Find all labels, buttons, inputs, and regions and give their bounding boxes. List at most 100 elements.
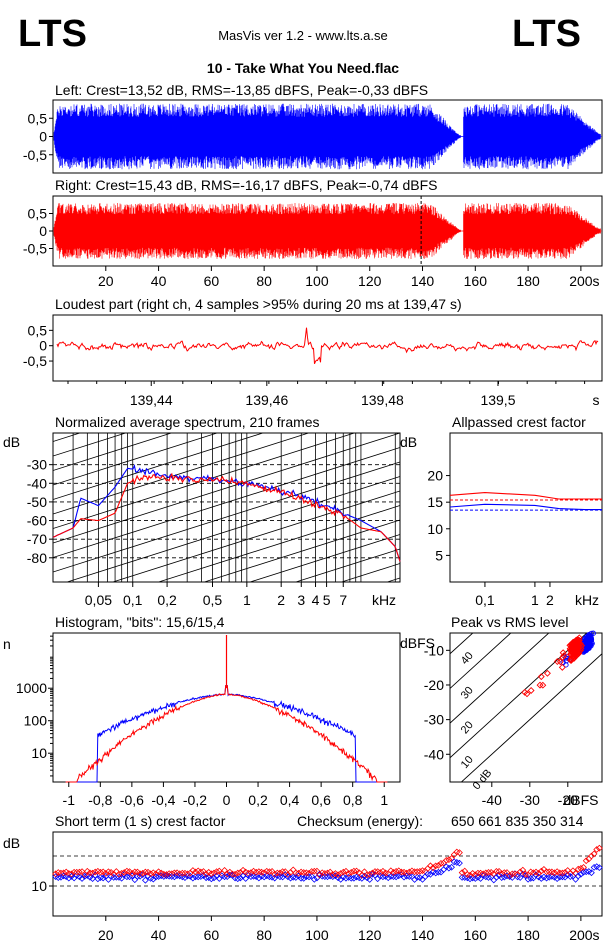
short-term-crest-point-left	[524, 875, 532, 883]
short-term-crest-point-right	[408, 867, 416, 875]
short-term-crest-point-left	[495, 872, 503, 879]
short-term-crest-point-left	[574, 872, 582, 880]
short-term-crest-point-right	[192, 868, 199, 876]
allpassed-crest-plot: 5 10 15 20 0,1 1 2 kHz	[427, 468, 602, 608]
short-term-crest-chart: Short term (1 s) crest factor Checksum (…	[3, 813, 603, 943]
short-term-crest-point-right	[577, 864, 585, 872]
peak-vs-rms-point-left	[590, 630, 596, 636]
short-term-crest-point-right	[120, 869, 128, 876]
short-term-crest-point-left	[260, 873, 268, 881]
short-term-crest-point-right	[316, 871, 323, 879]
short-term-crest-point-left	[252, 873, 260, 881]
short-term-crest-point-right	[390, 869, 397, 876]
short-term-crest-point-right	[60, 869, 67, 877]
left-waveform-plot: 0,5 0 -0,5	[23, 103, 602, 170]
short-term-crest-point-left	[537, 875, 545, 882]
histogram-chart: Histogram, "bits": 15,6/15,4 n 100010010…	[3, 614, 401, 808]
short-term-crest-xtick-label: 180	[516, 927, 540, 943]
peak-vs-rms-point-right	[558, 663, 566, 671]
allpassed-ytick-label: 10	[427, 521, 443, 537]
short-term-crest-point-right	[184, 870, 192, 878]
short-term-crest-point-left	[577, 870, 585, 878]
short-term-crest-point-left	[345, 873, 353, 881]
short-term-crest-point-right	[271, 870, 279, 878]
peak-vs-rms-ytick-label: -30	[424, 712, 444, 728]
spectrum-x-unit: kHz	[372, 592, 396, 608]
right-waveform-plot: 0,50 -0,5 20 40 60 80 100 120 140 160 180 200 s	[23, 196, 602, 289]
short-term-crest-point-right	[588, 852, 595, 860]
short-term-crest-point-left	[508, 874, 516, 881]
histogram-xtick-label: 0,2	[248, 792, 268, 808]
short-term-crest-point-left	[237, 874, 244, 882]
short-term-crest-point-left	[207, 875, 215, 883]
short-term-crest-point-right	[580, 863, 587, 871]
short-term-crest-point-right	[506, 872, 514, 880]
histogram-xtick-label: 0,8	[343, 792, 363, 808]
short-term-crest-xtick-label: 160	[464, 927, 488, 943]
peak-vs-rms-point-right	[553, 658, 561, 665]
short-term-crest-point-right	[200, 868, 207, 875]
waveform-xtick-label: 20	[98, 273, 114, 289]
short-term-crest-point-left	[310, 875, 318, 883]
allpassed-ytick-label: 20	[427, 468, 443, 484]
short-term-crest-point-right	[94, 867, 102, 875]
short-term-crest-point-left	[205, 874, 213, 881]
short-term-crest-point-left	[593, 863, 601, 871]
short-term-crest-point-left	[400, 873, 408, 881]
allpassed-xtick-label: 1	[531, 592, 539, 608]
short-term-crest-point-right	[102, 869, 110, 877]
allpassed-x-unit: kHz	[575, 592, 599, 608]
spectrum-slope-line	[53, 433, 310, 515]
short-term-crest-point-left	[350, 874, 358, 882]
short-term-crest-plot: 10 20 40 60 80 100 120 140 160 180 200 s	[31, 844, 603, 943]
spectrum-slope-lines	[53, 433, 400, 582]
spectrum-xtick-label: 0,1	[123, 592, 143, 608]
peak-vs-rms-point-right	[537, 673, 545, 681]
short-term-crest-point-left	[595, 864, 603, 872]
short-term-crest-point-left	[255, 874, 263, 882]
spectrum-slope-line	[53, 433, 400, 544]
left-waveform-chart: Left: Crest=13,52 dB, RMS=-13,85 dBFS, P…	[23, 82, 603, 174]
short-term-crest-point-right	[548, 868, 556, 876]
app-title: MasVis ver 1.2 - www.lts.a.se	[218, 28, 388, 43]
short-term-crest-point-right	[115, 870, 123, 878]
peak-vs-rms-crest-line	[450, 633, 550, 724]
spectrum-slope-line	[248, 534, 400, 582]
histogram-series-right	[65, 685, 388, 783]
short-term-crest-point-right	[194, 867, 202, 875]
short-term-crest-point-left	[337, 875, 345, 883]
short-term-crest-point-left	[99, 874, 107, 882]
spectrum-ytick-label: -40	[27, 475, 47, 491]
waveform-xtick-label: 140	[411, 273, 435, 289]
short-term-crest-point-right	[582, 857, 590, 865]
short-term-crest-point-left	[287, 874, 294, 882]
peak-vs-rms-crest-line	[450, 633, 588, 759]
spectrum-ytick-label: -30	[27, 457, 47, 473]
spectrum-ylabel: dB	[3, 434, 20, 450]
short-term-crest-point-right	[332, 870, 339, 877]
short-term-crest-point-right	[487, 868, 495, 876]
peak-vs-rms-xlabel: dBFS	[563, 792, 598, 808]
waveform-x-unit: s	[593, 273, 600, 289]
spectrum-xtick-label: 2	[277, 592, 285, 608]
short-term-crest-point-left	[332, 872, 339, 880]
short-term-crest-point-right	[405, 868, 413, 876]
spectrum-plot: -30 -40 -50 -60 -70 -80 0,05 0,1 0,2 0,5 1 2 3 4 5 7 kHz	[27, 433, 401, 608]
spectrum-slope-line	[340, 563, 400, 582]
short-term-crest-ylabel: dB	[3, 835, 20, 851]
loudest-x-unit: s	[593, 392, 600, 408]
peak-vs-rms-point-right	[570, 643, 578, 651]
short-term-crest-point-left	[197, 873, 205, 880]
spectrum-xtick-label: 4	[312, 592, 320, 608]
spectrum-slope-line	[53, 433, 219, 486]
short-term-crest-point-right	[345, 870, 353, 877]
short-term-crest-point-left	[366, 876, 374, 883]
histogram-xtick-label: 1	[380, 792, 388, 808]
peak-vs-rms-point-left	[584, 640, 590, 646]
short-term-crest-point-right	[99, 868, 107, 876]
short-term-crest-point-right	[221, 867, 228, 874]
short-term-crest-point-right	[155, 868, 162, 876]
spectrum-ytick-label: -80	[27, 550, 47, 566]
allpassed-ytick-label: 15	[427, 494, 443, 510]
